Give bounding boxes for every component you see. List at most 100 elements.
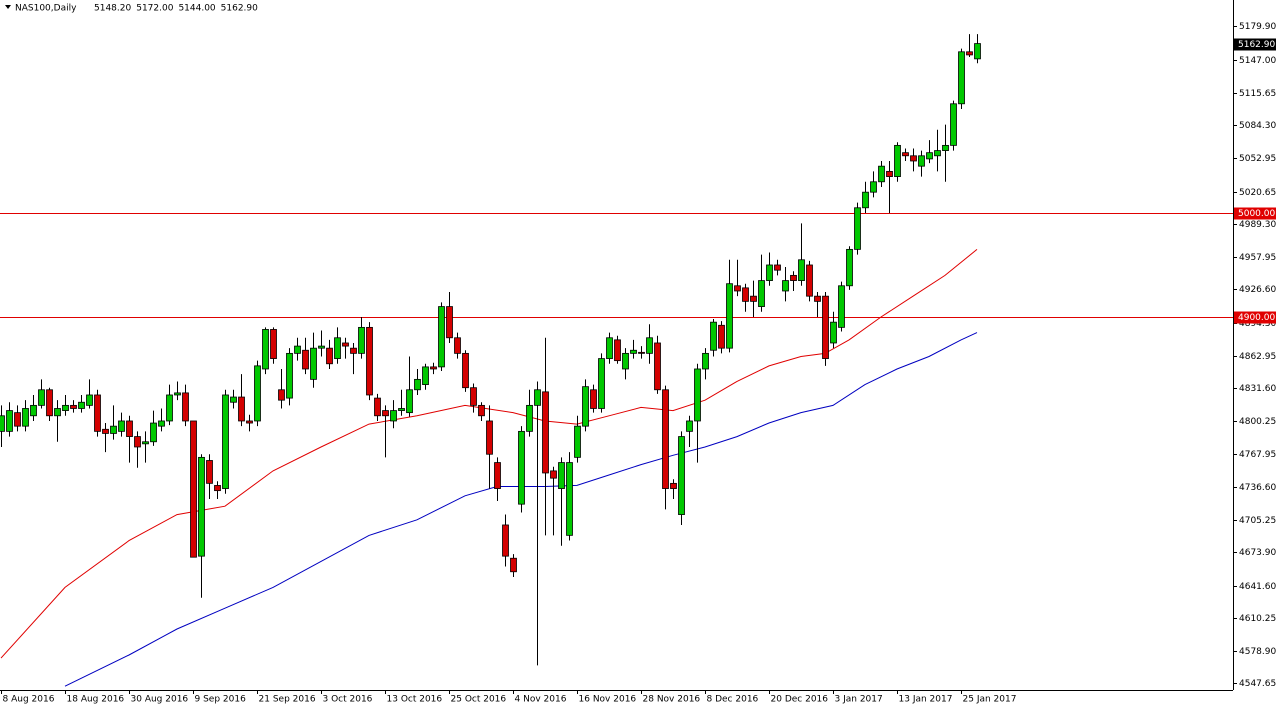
candle-body [606,337,613,359]
candle-body [630,349,637,354]
candle-body [870,181,877,193]
candle-body [646,337,653,354]
candle-body [454,337,461,354]
candle-body [558,462,565,489]
candle-body [926,152,933,160]
candle-body [190,420,197,558]
y-tick-label: 4705.25 [1239,516,1276,526]
candle-body [518,430,525,505]
candle-body [158,420,165,427]
candle-body [694,368,701,422]
y-tick-label: 5020.65 [1239,188,1276,198]
candle-body [406,389,413,414]
moving-average [0,249,978,659]
price-box [1234,38,1276,51]
candle-body [574,425,581,458]
candle-body [566,462,573,536]
candle-body [286,352,293,399]
y-tick-label: 4610.25 [1239,614,1276,624]
candle-body [862,191,869,209]
y-tick-label: 4578.90 [1239,647,1276,657]
candle-body [470,387,477,406]
candle-body [334,337,341,359]
y-tick-label: 5084.30 [1239,121,1276,131]
candle-body [950,103,957,146]
y-tick-label: 4862.95 [1239,352,1276,362]
candle-body [814,295,821,302]
y-tick-label: 4926.60 [1239,285,1276,295]
candle-body [238,396,245,422]
candle-body [222,394,229,489]
candle-body [422,366,429,385]
y-tick-label: 4957.95 [1239,253,1276,263]
y-tick-label: 4800.25 [1239,417,1276,427]
candle-body [70,404,77,409]
candle-body [14,412,21,427]
candle-body [638,351,645,354]
candle-body [622,352,629,370]
candle-body [510,557,517,573]
candle-body [390,410,397,422]
candle-body [30,404,37,417]
candle-body [294,345,301,354]
plot [0,34,1233,687]
candle-body [214,485,221,492]
candle-body [742,287,749,302]
level-box [1234,207,1276,220]
candle-body [846,248,853,287]
candle-body [198,456,205,557]
candle-body [446,306,453,339]
candle-body [478,404,485,417]
candle-body [614,339,621,362]
y-tick-label: 5115.65 [1239,89,1276,99]
candle-body [0,415,5,432]
y-tick-label: 4673.90 [1239,548,1276,558]
candle-body [886,170,893,177]
header-value: 5144.00 [178,4,215,14]
candle-body [678,436,685,515]
candle-body [86,394,93,406]
candle-body [94,394,101,432]
header-value: 5172.00 [136,4,173,14]
candle-body [382,410,389,417]
candle-body [182,392,189,422]
candle-body [318,345,325,349]
candle-body [118,420,125,432]
candle-body [910,155,917,162]
level-label: 5000.00 [1238,209,1275,219]
x-tick-label: 25 Oct 2016 [451,695,507,705]
candle-body [918,155,925,167]
candle-body [726,283,733,349]
candle-body [590,389,597,409]
candle-body [534,389,541,406]
y-tick-label: 4641.60 [1239,582,1276,592]
x-tick-label: 25 Jan 2017 [963,695,1017,705]
candle-body [254,365,261,422]
candle-body [326,347,333,365]
candle-body [902,152,909,157]
x-tick-label: 8 Aug 2016 [3,695,55,705]
candle-body [102,428,109,434]
candle-body [806,264,813,297]
candle-body [502,524,509,557]
x-tick-label: 4 Nov 2016 [515,695,567,705]
x-tick-label: 30 Aug 2016 [131,695,189,705]
candle-body [702,352,709,370]
candle-body [662,389,669,489]
candle-body [670,482,677,489]
candle-body [934,150,941,157]
candle-body [174,392,181,396]
candle-body [822,295,829,359]
candle-body [542,391,549,474]
price-label: 5162.90 [1238,40,1275,50]
candle-body [718,324,725,349]
candle-body [974,43,981,60]
level-label: 4900.00 [1238,313,1275,323]
candle-body [126,420,133,437]
x-tick-label: 13 Jan 2017 [899,695,953,705]
moving-average [64,332,978,687]
y-tick-label: 4767.95 [1239,450,1276,460]
header-value: 5148.20 [94,4,131,14]
candle-body [62,404,69,411]
